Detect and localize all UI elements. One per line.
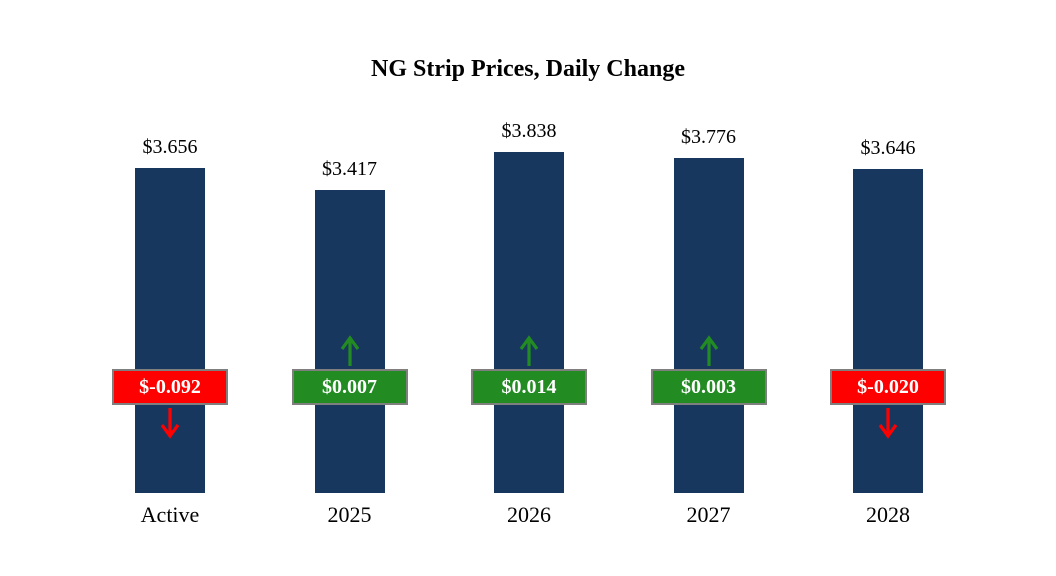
chart-title: NG Strip Prices, Daily Change: [371, 56, 685, 82]
bar-value-label: $3.838: [501, 120, 557, 142]
bar-value-label: $3.646: [860, 137, 916, 159]
change-arrow-up-icon: [697, 334, 721, 366]
bar: [673, 158, 744, 493]
change-arrow-up-icon: [517, 334, 541, 366]
change-arrow-up-icon: [338, 334, 362, 366]
bar: [494, 152, 564, 493]
change-arrow-down-icon: [876, 408, 900, 440]
change-arrow-down-icon: [158, 408, 182, 440]
bar-value-label: $3.417: [322, 158, 377, 180]
bar-value-label: $3.656: [142, 136, 198, 158]
bar-group-2027: $3.776 $0.003 2027: [619, 0, 799, 576]
category-label: 2028: [866, 502, 910, 527]
category-label: 2025: [327, 502, 372, 527]
change-badge: $0.003: [650, 369, 767, 405]
bar-group-2026: $3.838 $0.014 2026: [439, 0, 619, 576]
category-label: Active: [140, 502, 200, 527]
change-badge: $-0.092: [112, 369, 228, 405]
bar: [135, 168, 205, 493]
bar-value-label: $3.776: [681, 126, 736, 148]
change-badge: $-0.020: [830, 369, 946, 405]
category-label: 2026: [507, 502, 551, 527]
change-badge: $0.014: [471, 369, 587, 405]
change-badge: $0.007: [291, 369, 408, 405]
bar-group-2028: $3.646 $-0.020 2028: [798, 0, 978, 576]
bar-group-active: $3.656 $-0.092 Active: [80, 0, 260, 576]
category-label: 2027: [686, 502, 731, 527]
bar-group-2025: $3.417 $0.007 2025: [260, 0, 440, 576]
bar: [853, 169, 923, 493]
